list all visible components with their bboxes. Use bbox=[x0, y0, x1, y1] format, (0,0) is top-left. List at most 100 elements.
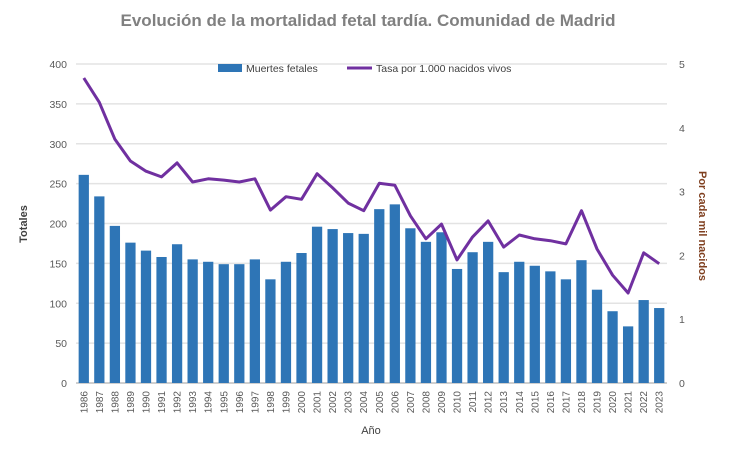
x-tick-label: 1999 bbox=[281, 391, 292, 414]
x-tick-label: 1998 bbox=[266, 391, 277, 414]
x-tick-label: 2012 bbox=[484, 391, 495, 414]
bar bbox=[622, 326, 634, 383]
x-tick-label: 2016 bbox=[546, 391, 557, 414]
rate-line bbox=[82, 77, 661, 295]
bar bbox=[311, 226, 323, 383]
legend: Muertes fetales Tasa por 1.000 nacidos v… bbox=[218, 63, 511, 75]
x-tick-label: 2015 bbox=[530, 391, 541, 414]
x-tick-label: 2018 bbox=[577, 391, 588, 414]
x-tick-label: 2022 bbox=[639, 391, 650, 414]
x-tick-label: 1995 bbox=[219, 391, 230, 414]
bar bbox=[249, 259, 260, 383]
y2-tick-label: 1 bbox=[679, 314, 685, 326]
bar bbox=[265, 279, 276, 383]
bar bbox=[327, 229, 338, 383]
x-tick-label: 1991 bbox=[157, 391, 168, 414]
bar bbox=[529, 265, 540, 383]
x-tick-label: 2005 bbox=[375, 391, 386, 414]
y2-axis-label: Por cada mil nacidos bbox=[696, 171, 708, 281]
bar bbox=[638, 300, 649, 383]
bar bbox=[296, 253, 307, 383]
bar bbox=[218, 264, 229, 383]
bar bbox=[109, 225, 121, 383]
x-tick-label: 2017 bbox=[561, 391, 572, 414]
bar bbox=[560, 279, 572, 383]
bar bbox=[607, 311, 618, 383]
y-tick-label: 200 bbox=[49, 219, 67, 231]
x-tick-label: 1989 bbox=[126, 391, 137, 414]
bar bbox=[187, 259, 198, 383]
y-axis-left: 0 50 100 150 200 250 300 350 400 bbox=[49, 59, 67, 390]
bar bbox=[654, 308, 665, 383]
bar bbox=[436, 232, 447, 383]
y2-tick-label: 5 bbox=[679, 59, 685, 71]
line-series bbox=[82, 77, 661, 295]
x-tick-label: 2011 bbox=[468, 391, 479, 413]
x-axis-label: Año bbox=[361, 425, 381, 437]
x-tick-label: 2004 bbox=[359, 391, 370, 414]
x-tick-label: 1997 bbox=[250, 391, 261, 414]
x-tick-label: 2013 bbox=[499, 391, 510, 414]
y2-tick-label: 0 bbox=[679, 378, 685, 390]
x-tick-label: 2023 bbox=[655, 391, 666, 414]
y-tick-label: 0 bbox=[61, 378, 67, 390]
x-tick-label: 2006 bbox=[390, 391, 401, 414]
bar-series bbox=[78, 174, 665, 383]
x-tick-label: 2003 bbox=[344, 391, 355, 414]
bar bbox=[389, 204, 400, 383]
bar bbox=[94, 196, 105, 383]
bar bbox=[203, 261, 214, 383]
x-tick-label: 2020 bbox=[608, 391, 619, 414]
bar bbox=[545, 271, 556, 383]
bar bbox=[405, 228, 416, 383]
chart-title: Evolución de la mortalidad fetal tardía.… bbox=[121, 11, 616, 30]
y-tick-label: 50 bbox=[55, 338, 67, 350]
bar bbox=[78, 174, 89, 383]
y2-tick-label: 2 bbox=[679, 250, 685, 262]
y2-tick-label: 3 bbox=[679, 187, 685, 199]
bar bbox=[467, 252, 478, 383]
legend-label-line: Tasa por 1.000 nacidos vivos bbox=[376, 63, 511, 75]
x-tick-label: 1988 bbox=[110, 391, 121, 414]
y-tick-label: 250 bbox=[49, 179, 67, 191]
bar bbox=[514, 261, 525, 383]
x-tick-label: 2014 bbox=[515, 391, 526, 414]
bar bbox=[374, 209, 385, 383]
bar bbox=[358, 233, 369, 383]
bar bbox=[420, 241, 432, 383]
x-tick-label: 2002 bbox=[328, 391, 339, 414]
x-tick-label: 2007 bbox=[406, 391, 417, 414]
y2-tick-label: 4 bbox=[679, 123, 685, 135]
bar bbox=[591, 289, 603, 383]
y-tick-label: 400 bbox=[49, 59, 67, 71]
x-tick-label: 1987 bbox=[95, 391, 106, 414]
x-tick-label: 2010 bbox=[453, 391, 464, 414]
y-tick-label: 100 bbox=[49, 298, 67, 310]
y-tick-label: 150 bbox=[49, 258, 67, 270]
bar bbox=[451, 268, 463, 383]
y-axis-right: 0 1 2 3 4 5 bbox=[679, 59, 685, 390]
x-tick-label: 1996 bbox=[235, 391, 246, 414]
y-tick-label: 350 bbox=[49, 99, 67, 111]
y-tick-label: 300 bbox=[49, 139, 67, 151]
x-tick-label: 2019 bbox=[593, 391, 604, 414]
y-axis-label: Totales bbox=[18, 205, 30, 243]
x-axis: 1986 1987 1988 1989 1990 1991 1992 1993 1994 1995… bbox=[79, 391, 665, 414]
legend-swatch-bar bbox=[218, 64, 242, 72]
x-tick-label: 1992 bbox=[173, 391, 184, 414]
bar bbox=[280, 261, 292, 383]
bar bbox=[140, 250, 152, 383]
x-tick-label: 2008 bbox=[421, 391, 432, 414]
x-tick-label: 2001 bbox=[313, 391, 324, 414]
x-tick-label: 2000 bbox=[297, 391, 308, 414]
bar bbox=[234, 264, 245, 383]
bar bbox=[156, 256, 167, 383]
x-tick-label: 1986 bbox=[79, 391, 90, 414]
x-tick-label: 2021 bbox=[624, 391, 635, 414]
legend-label-bar: Muertes fetales bbox=[246, 63, 318, 75]
bar bbox=[498, 272, 509, 383]
x-tick-label: 1990 bbox=[141, 391, 152, 414]
bar bbox=[171, 244, 183, 383]
bar bbox=[576, 260, 587, 383]
